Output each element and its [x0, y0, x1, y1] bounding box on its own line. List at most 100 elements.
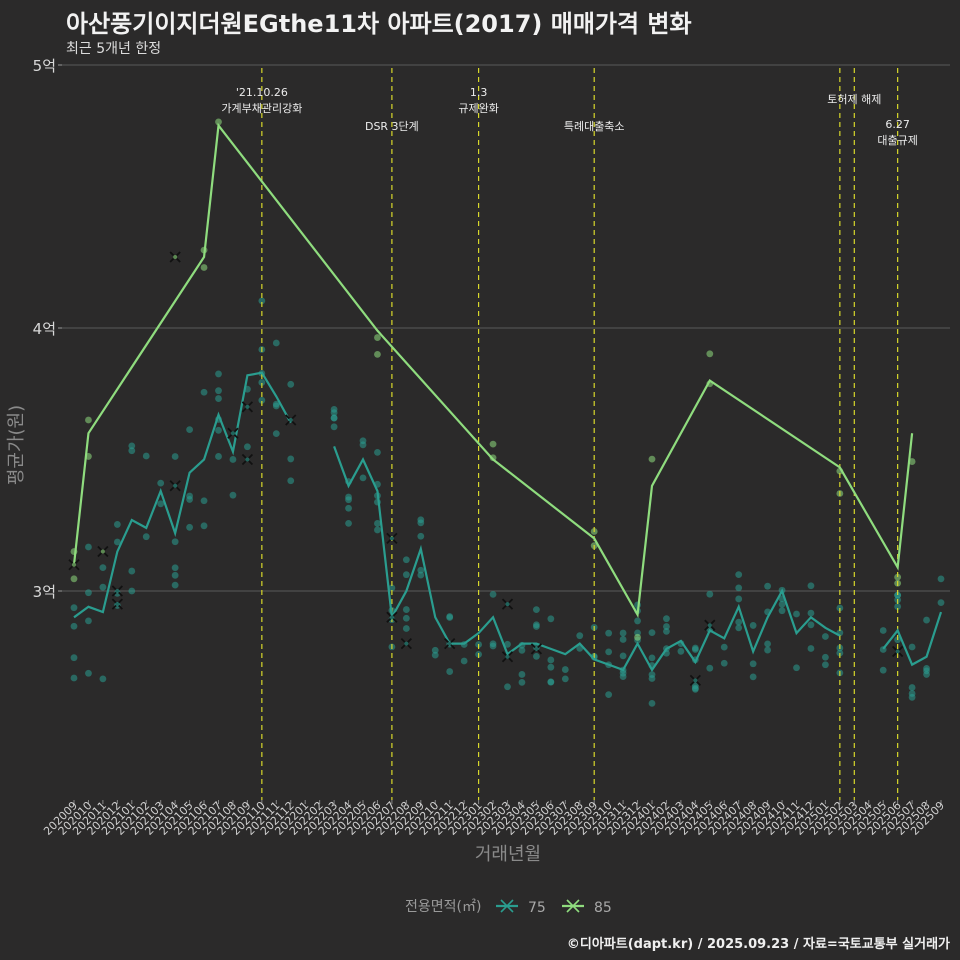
scatter-point	[720, 659, 728, 667]
x-marker-dot	[115, 589, 120, 593]
scatter-point	[533, 606, 540, 614]
chart-title: 아산풍기이지더원EGthe11차 아파트(2017) 매매가격 변화	[66, 10, 692, 38]
scatter-point	[706, 664, 714, 672]
scatter-point	[735, 584, 743, 592]
scatter-point	[215, 453, 222, 460]
scatter-point	[547, 663, 555, 671]
scatter-point	[735, 618, 743, 626]
scatter-point	[85, 416, 92, 424]
scatter-point	[561, 666, 569, 673]
y-axis: 3억 4억 5억	[33, 57, 62, 601]
x-marker-dot	[72, 562, 76, 567]
scatter-point	[229, 456, 237, 463]
scatter-point	[128, 587, 136, 595]
scatter-point	[402, 556, 410, 564]
scatter-point	[648, 699, 656, 707]
x-axis-label: 거래년월	[475, 844, 541, 865]
scatter-point	[330, 414, 338, 422]
scatter-point	[402, 571, 410, 579]
scatter-point	[345, 519, 352, 527]
scatter-point	[186, 426, 194, 433]
event-label: 6.27	[885, 118, 910, 131]
scatter-point	[619, 652, 627, 660]
scatter-point	[460, 657, 468, 665]
scatter-point	[431, 646, 439, 654]
scatter-point	[879, 627, 887, 634]
series-line-85	[72, 122, 914, 619]
scatter-point	[605, 629, 613, 637]
scatter-point	[807, 582, 815, 590]
scatter-point	[157, 500, 165, 508]
scatter-point	[648, 455, 656, 463]
x-marker-dot	[447, 641, 452, 646]
scatter-point	[735, 595, 743, 603]
scatter-point	[272, 402, 280, 410]
scatter-point	[807, 621, 815, 629]
x-marker-dot	[707, 623, 712, 628]
scatter-point	[70, 654, 78, 662]
scatter-point	[417, 571, 425, 579]
scatter-point	[374, 448, 381, 456]
scatter-point	[215, 118, 222, 126]
x-marker-dot	[534, 646, 539, 651]
scatter-point	[85, 617, 92, 625]
scatter-point	[706, 350, 714, 358]
series-line-75	[73, 371, 292, 619]
scatter-point	[822, 633, 829, 640]
scatter-point	[359, 437, 367, 445]
scatter-point	[518, 671, 526, 678]
scatter-point	[330, 423, 338, 431]
event-label: 토허제 해제	[827, 92, 881, 106]
y-tick-label: 3억	[33, 583, 56, 601]
scatter-point	[822, 653, 829, 661]
scatter-point	[417, 519, 425, 527]
scatter-point	[113, 521, 121, 528]
scatter-point	[547, 656, 555, 664]
scatter-point	[489, 590, 497, 598]
scatter-point	[171, 538, 179, 546]
scatter-point	[374, 350, 381, 358]
scatter-point	[605, 648, 613, 656]
x-marker-dot	[389, 536, 394, 541]
x-marker-dot	[505, 654, 510, 659]
scatter-point	[70, 674, 78, 682]
scatter-point	[70, 575, 78, 583]
scatter-point	[822, 661, 829, 669]
scatter-point	[229, 491, 237, 499]
scatter-point	[330, 409, 338, 417]
scatter-point	[272, 430, 280, 438]
event-label: 규제완화	[458, 102, 498, 115]
event-label: 1.3	[470, 86, 488, 99]
scatter-point	[85, 589, 92, 597]
x-marker-dot	[245, 404, 250, 409]
scatter-point	[99, 564, 107, 572]
scatter-point	[807, 609, 815, 617]
scatter-point	[561, 675, 569, 683]
scatter-point	[576, 632, 584, 640]
scatter-point	[388, 584, 396, 592]
x-marker-dot	[100, 549, 105, 554]
scatter-point	[417, 532, 425, 540]
chart-subtitle: 최근 5개년 한정	[66, 41, 162, 57]
scatter-point	[749, 673, 757, 681]
scatter-point	[142, 452, 150, 460]
scatter-point	[402, 614, 410, 622]
scatter-point	[345, 504, 352, 512]
scatter-point	[619, 629, 627, 637]
price-chart: 3억 4억 5억 '21.10.26 가계부채관리강화 DSR 3단계 1.3 규제완화특례…	[6, 57, 950, 916]
legend-title: 전용면적(㎡)	[405, 899, 481, 915]
scatter-point	[244, 443, 251, 451]
y-axis-label: 평균가(원)	[6, 405, 27, 485]
scatter-point	[764, 646, 771, 654]
scatter-point	[605, 691, 613, 699]
scatter-point	[923, 616, 930, 624]
x-axis: 2020092020102020112020122021012021022021…	[41, 799, 947, 838]
scatter-point	[287, 380, 295, 388]
scatter-point	[749, 660, 757, 668]
x-marker-dot	[245, 457, 250, 462]
x-marker-dot	[404, 641, 409, 646]
event-label: 가계부채관리강화	[221, 102, 302, 115]
series-lines	[72, 122, 943, 672]
scatter-point	[157, 479, 165, 487]
scatter-point	[533, 623, 540, 630]
